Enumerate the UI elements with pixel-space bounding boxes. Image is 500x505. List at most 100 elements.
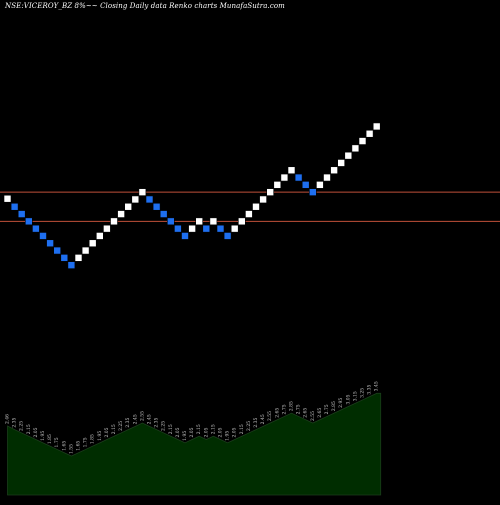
brick-value-label: 3.45	[374, 381, 380, 391]
renko-brick-down	[167, 217, 175, 226]
renko-brick-down	[60, 254, 69, 262]
value-labels: 2.46 2.35 2.25 2.15 2.05 1.95 1.85 1.75 1.65 1.55…	[5, 381, 380, 454]
renko-brick-up	[88, 239, 97, 248]
renko-brick-down	[10, 202, 19, 211]
brick-value-label: 1.95	[182, 431, 188, 441]
brick-value-label: 3.35	[367, 384, 373, 394]
brick-value-label: 1.75	[54, 437, 60, 447]
renko-brick-up	[117, 210, 125, 218]
brick-value-label: 2.05	[104, 427, 110, 437]
brick-value-label: 1.85	[90, 434, 96, 444]
brick-value-label: 2.15	[111, 424, 117, 434]
brick-value-label: 1.65	[76, 441, 82, 451]
renko-brick-up	[252, 202, 260, 211]
brick-value-label: 2.25	[161, 421, 167, 431]
brick-value-label: 2.45	[147, 414, 153, 424]
brick-value-label: 2.65	[317, 408, 323, 418]
renko-brick-down	[174, 224, 182, 233]
brick-value-label: 2.75	[281, 404, 287, 414]
brick-value-label: 2.65	[274, 408, 280, 418]
brick-value-label: 2.55	[267, 411, 273, 421]
brick-value-label: 2.25	[246, 421, 252, 431]
brick-value-label: 2.15	[239, 424, 245, 434]
brick-value-label: 2.15	[26, 424, 32, 434]
volume-area-fill	[7, 392, 382, 496]
brick-value-label: 2.45	[260, 414, 266, 424]
renko-brick-down	[301, 181, 310, 189]
brick-value-label: 1.75	[83, 437, 89, 447]
renko-brick-up	[124, 202, 132, 211]
renko-brick-up	[337, 159, 346, 167]
renko-brick-down	[46, 239, 54, 248]
brick-value-label: 3.25	[360, 388, 366, 398]
renko-brick-up	[245, 210, 253, 218]
brick-value-label: 1.65	[61, 441, 67, 451]
renko-brick-up	[110, 217, 118, 226]
renko-brick-up	[358, 137, 367, 145]
renko-brick-up	[188, 224, 196, 233]
renko-brick-up	[259, 195, 267, 204]
renko-brick-up	[230, 224, 239, 233]
brick-value-label: 2.35	[125, 417, 131, 427]
brick-value-label: 3.15	[352, 391, 358, 401]
renko-brick-up	[344, 151, 353, 160]
renko-brick-down	[67, 261, 76, 269]
renko-brick-up	[195, 217, 203, 226]
renko-brick-up	[351, 144, 360, 153]
brick-value-label: 2.75	[296, 404, 302, 414]
brick-value-label: 3.05	[345, 394, 351, 404]
renko-brick-up	[138, 188, 147, 196]
brick-value-label: 1.55	[68, 444, 74, 454]
renko-brick-up	[287, 166, 296, 175]
brick-value-label: 1.85	[47, 434, 53, 444]
renko-brick-down	[223, 232, 232, 240]
renko-brick-down	[17, 210, 26, 218]
brick-value-label: 2.05	[175, 427, 181, 437]
renko-brick-up	[365, 129, 374, 138]
renko-brick-down	[24, 217, 33, 226]
brick-value-label: 2.35	[154, 417, 160, 427]
brick-value-label: 2.55	[310, 411, 316, 421]
renko-brick-up	[273, 181, 282, 189]
renko-brick-up	[280, 173, 289, 182]
brick-value-label: 2.85	[331, 401, 337, 411]
brick-value-label: 2.95	[338, 398, 344, 408]
chart-title: NSE:VICEROY_BZ 8%~~ Closing Daily data R…	[5, 2, 285, 10]
level-lines	[0, 191, 500, 222]
brick-value-label: 2.05	[232, 427, 238, 437]
brick-value-label: 2.25	[19, 421, 25, 431]
brick-value-label: 2.05	[218, 427, 224, 437]
renko-brick-up	[74, 254, 83, 262]
renko-brick-down	[202, 224, 211, 233]
renko-brick-down	[216, 224, 225, 233]
brick-value-label: 2.05	[189, 427, 195, 437]
brick-value-label: 2.75	[324, 404, 330, 414]
brick-value-label: 2.85	[289, 401, 295, 411]
brick-value-label: 2.05	[33, 427, 39, 437]
brick-value-label: 2.55	[139, 411, 145, 421]
renko-brick-up	[330, 166, 338, 175]
renko-brick-down	[294, 173, 303, 182]
renko-brick-up	[316, 181, 324, 189]
renko-brick-down	[39, 232, 47, 240]
renko-brick-up	[81, 246, 90, 255]
renko-brick-up	[131, 195, 140, 204]
renko-bricks	[3, 122, 381, 269]
brick-value-label: 2.25	[118, 421, 124, 431]
renko-brick-up	[323, 173, 331, 182]
renko-brick-down	[159, 210, 168, 218]
brick-value-label: 2.45	[132, 414, 138, 424]
renko-brick-down	[53, 246, 62, 255]
brick-value-label: 2.65	[303, 408, 309, 418]
renko-brick-up	[209, 217, 218, 226]
renko-brick-up	[3, 194, 12, 203]
brick-value-label: 2.35	[12, 417, 18, 427]
renko-brick-down	[308, 188, 317, 196]
renko-brick-down	[32, 224, 40, 233]
renko-brick-up	[238, 217, 246, 226]
brick-value-label: 2.15	[168, 424, 174, 434]
renko-brick-up	[103, 224, 111, 233]
renko-brick-up	[266, 188, 275, 196]
